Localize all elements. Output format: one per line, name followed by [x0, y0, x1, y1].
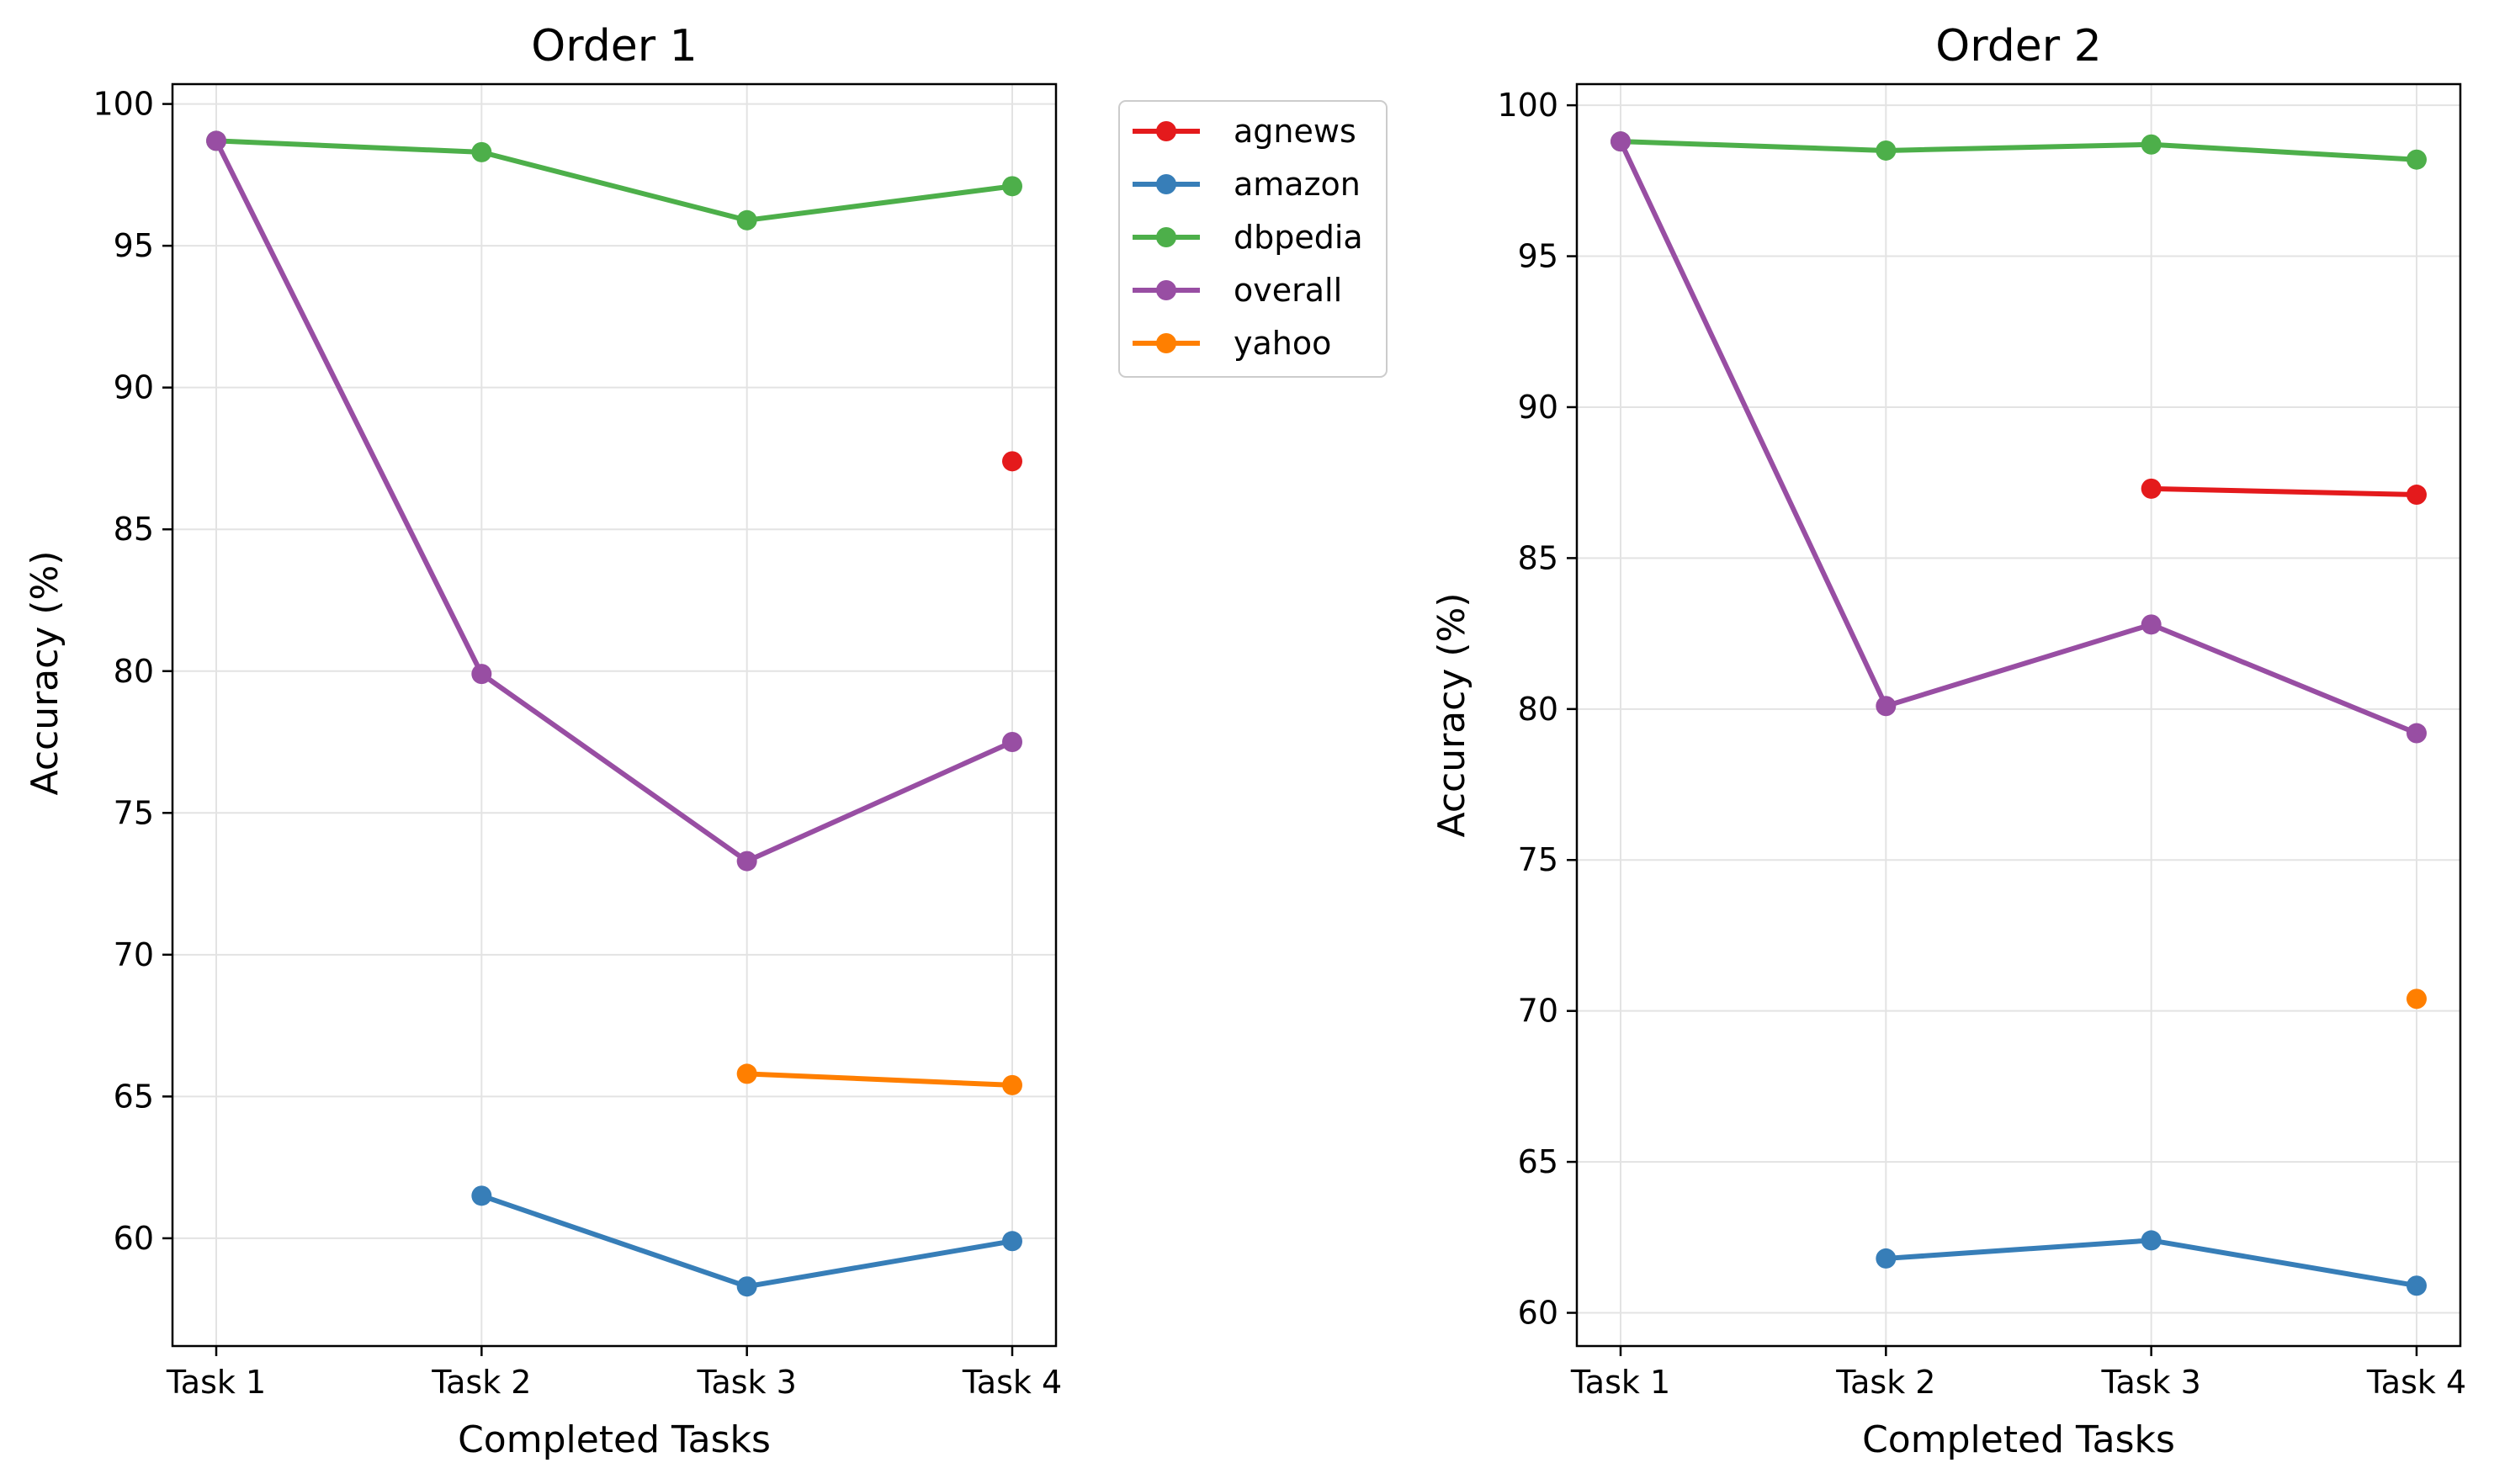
y-tick-label: 75 [1518, 841, 1558, 878]
chart-title: Order 1 [531, 21, 697, 72]
y-tick-label: 60 [1518, 1295, 1558, 1332]
y-tick-label: 65 [1518, 1143, 1558, 1180]
legend: agnews amazon dbpedia overall yahoo [1118, 100, 1388, 378]
data-point-dbpedia [2141, 134, 2162, 155]
data-point-yahoo [1002, 1074, 1022, 1095]
x-axis-label: Completed Tasks [1862, 1418, 2175, 1461]
data-point-dbpedia [736, 209, 757, 231]
data-point-yahoo [736, 1063, 757, 1084]
y-tick-label: 90 [1518, 389, 1558, 426]
y-tick-label: 100 [93, 86, 154, 123]
data-point-yahoo [2406, 988, 2427, 1010]
y-tick-label: 65 [114, 1078, 154, 1115]
tick-layer: 60 65 70 75 80 85 90 95 100 Task 1 Task 2 Task 3 Tas… [1497, 87, 2466, 1401]
series-line-yahoo [744, 1071, 1015, 1088]
data-point-amazon [736, 1276, 757, 1297]
y-tick-label: 95 [1518, 238, 1558, 275]
data-point-amazon [2406, 1275, 2427, 1296]
legend-marker-dbpedia [1156, 227, 1176, 247]
data-point-overall [2141, 614, 2162, 635]
data-point-overall [2406, 723, 2427, 744]
legend-label-amazon: amazon [1234, 166, 1361, 203]
y-tick-label: 70 [1518, 993, 1558, 1030]
plot-frame [1575, 82, 2462, 1348]
tick-layer: 60 65 70 75 80 85 90 95 100 Task 1 Task 2 Task 3 Tas… [93, 86, 1062, 1401]
data-point-overall [206, 130, 226, 151]
legend-label-agnews: agnews [1234, 113, 1356, 150]
x-tick-label: Task 4 [2366, 1364, 2466, 1401]
x-tick-label: Task 1 [166, 1364, 266, 1401]
plot-frame [171, 82, 1058, 1348]
data-point-amazon [471, 1185, 492, 1206]
grid [172, 84, 1056, 1346]
legend-marker-amazon [1156, 174, 1176, 194]
legend-marker-overall [1156, 280, 1176, 300]
y-tick-label: 80 [114, 653, 154, 690]
series-layer [206, 130, 1022, 1297]
series-line-dbpedia [214, 138, 1015, 223]
data-point-overall [736, 851, 757, 872]
grid [1577, 84, 2460, 1346]
chart-panel-order-1: Order 1 Completed Tasks Accuracy (%) 606… [24, 21, 1062, 1461]
data-point-overall [1610, 131, 1631, 152]
legend-label-dbpedia: dbpedia [1234, 219, 1363, 256]
chart-title: Order 2 [1935, 21, 2101, 72]
data-point-amazon [2141, 1230, 2162, 1251]
series-line-agnews [2148, 485, 2419, 498]
y-tick-label: 95 [114, 227, 154, 264]
x-tick-label: Task 4 [962, 1364, 1062, 1401]
y-tick-label: 60 [114, 1220, 154, 1257]
y-tick-label: 75 [114, 794, 154, 831]
y-axis-label: Accuracy (%) [24, 550, 66, 795]
x-tick-label: Task 3 [697, 1364, 797, 1401]
y-tick-label: 85 [1518, 539, 1558, 576]
series-line-overall [1618, 139, 2419, 736]
data-point-agnews [2141, 478, 2162, 499]
x-tick-label: Task 2 [1835, 1364, 1935, 1401]
data-point-amazon [1876, 1248, 1897, 1269]
y-axis-label: Accuracy (%) [1430, 592, 1473, 837]
data-point-overall [1876, 696, 1897, 717]
data-point-dbpedia [471, 141, 492, 162]
data-point-overall [471, 664, 492, 685]
y-tick-label: 70 [114, 936, 154, 973]
data-point-dbpedia [1002, 176, 1022, 197]
data-point-agnews [1002, 451, 1022, 472]
legend-marker-agnews [1156, 121, 1176, 141]
data-point-agnews [2406, 485, 2427, 506]
series-line-overall [214, 138, 1015, 864]
x-tick-label: Task 3 [2101, 1364, 2201, 1401]
x-tick-label: Task 1 [1570, 1364, 1670, 1401]
series-line-dbpedia [1618, 139, 2419, 162]
data-point-amazon [1002, 1231, 1022, 1252]
data-point-dbpedia [2406, 149, 2427, 170]
legend-label-overall: overall [1234, 272, 1342, 309]
series-layer [1610, 131, 2427, 1296]
legend-label-yahoo: yahoo [1234, 325, 1331, 362]
chart-panel-order-2: Order 2 Completed Tasks Accuracy (%) 606… [1430, 21, 2466, 1461]
legend-marker-yahoo [1156, 333, 1176, 353]
x-tick-label: Task 2 [431, 1364, 531, 1401]
x-axis-label: Completed Tasks [458, 1418, 771, 1461]
y-tick-label: 80 [1518, 691, 1558, 728]
y-tick-label: 100 [1497, 87, 1558, 124]
y-tick-label: 85 [114, 511, 154, 548]
y-tick-label: 90 [114, 369, 154, 406]
data-point-dbpedia [1876, 140, 1897, 161]
data-point-overall [1002, 732, 1022, 753]
legend-box [1118, 100, 1388, 378]
